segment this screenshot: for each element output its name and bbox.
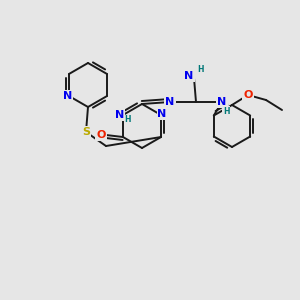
Text: N: N bbox=[218, 97, 226, 107]
Text: N: N bbox=[165, 97, 175, 107]
Text: S: S bbox=[82, 127, 90, 137]
Text: H: H bbox=[125, 116, 131, 124]
Text: H: H bbox=[223, 106, 229, 116]
Text: N: N bbox=[63, 91, 73, 101]
Text: O: O bbox=[96, 130, 106, 140]
Text: H: H bbox=[197, 65, 203, 74]
Text: N: N bbox=[184, 71, 194, 81]
Text: N: N bbox=[115, 110, 124, 120]
Text: N: N bbox=[158, 109, 167, 119]
Text: O: O bbox=[243, 90, 253, 100]
